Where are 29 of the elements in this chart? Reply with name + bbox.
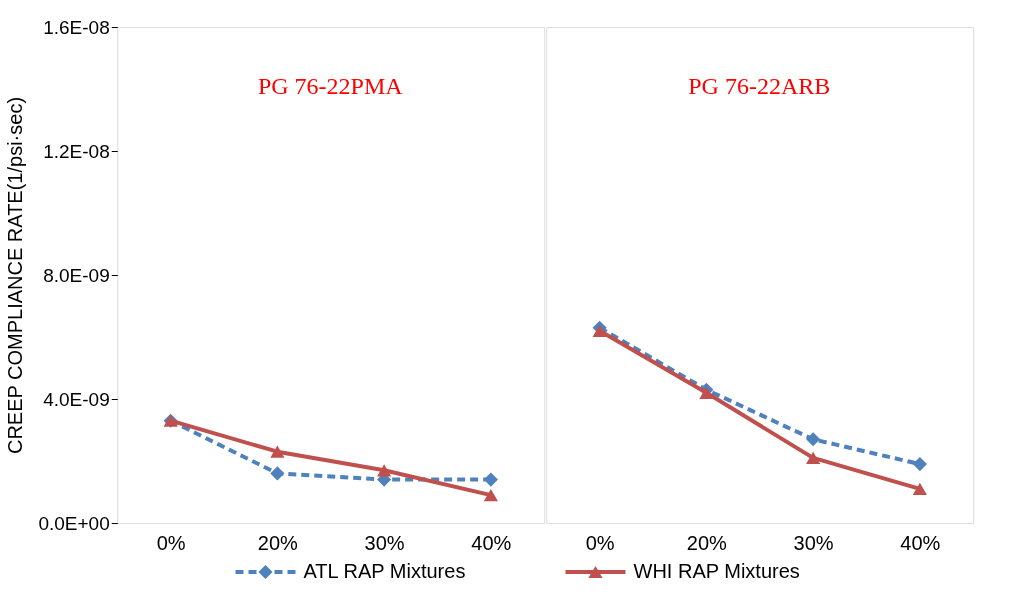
y-tick-label: 4.0E-09 xyxy=(43,388,110,410)
point xyxy=(270,466,285,481)
x-tick-label: 0% xyxy=(156,531,186,554)
x-tick-label: 0% xyxy=(585,531,615,554)
x-tick-label: 30% xyxy=(793,531,834,554)
point xyxy=(912,482,927,496)
annotation: PG 76-22PMA xyxy=(257,73,404,99)
point xyxy=(483,488,498,502)
y-axis-title: CREEP COMPLIANCE RATE(1/psi·sec) xyxy=(4,96,27,455)
point xyxy=(699,386,714,399)
y-tick-label: 8.0E-09 xyxy=(43,264,110,286)
legend-label: WHI RAP Mixtures xyxy=(633,560,800,582)
y-tick-label: 1.2E-08 xyxy=(43,140,110,162)
y-tick-label: 0.0E+00 xyxy=(38,512,110,534)
x-tick-label: 40% xyxy=(471,531,512,554)
x-tick-label: 30% xyxy=(364,531,405,554)
point xyxy=(483,472,498,487)
y-tick-label: 1.6E-08 xyxy=(43,16,110,38)
point xyxy=(592,324,607,337)
point xyxy=(912,457,927,472)
x-tick-label: 20% xyxy=(686,531,728,554)
point xyxy=(806,451,821,465)
legend-label: ATL RAP Mixtures xyxy=(303,560,466,582)
x-tick-label: 40% xyxy=(900,531,941,554)
point xyxy=(270,445,285,458)
annotation: PG 76-22ARB xyxy=(688,73,831,99)
point xyxy=(806,432,821,447)
point xyxy=(377,464,392,477)
x-tick-label: 20% xyxy=(257,531,299,554)
